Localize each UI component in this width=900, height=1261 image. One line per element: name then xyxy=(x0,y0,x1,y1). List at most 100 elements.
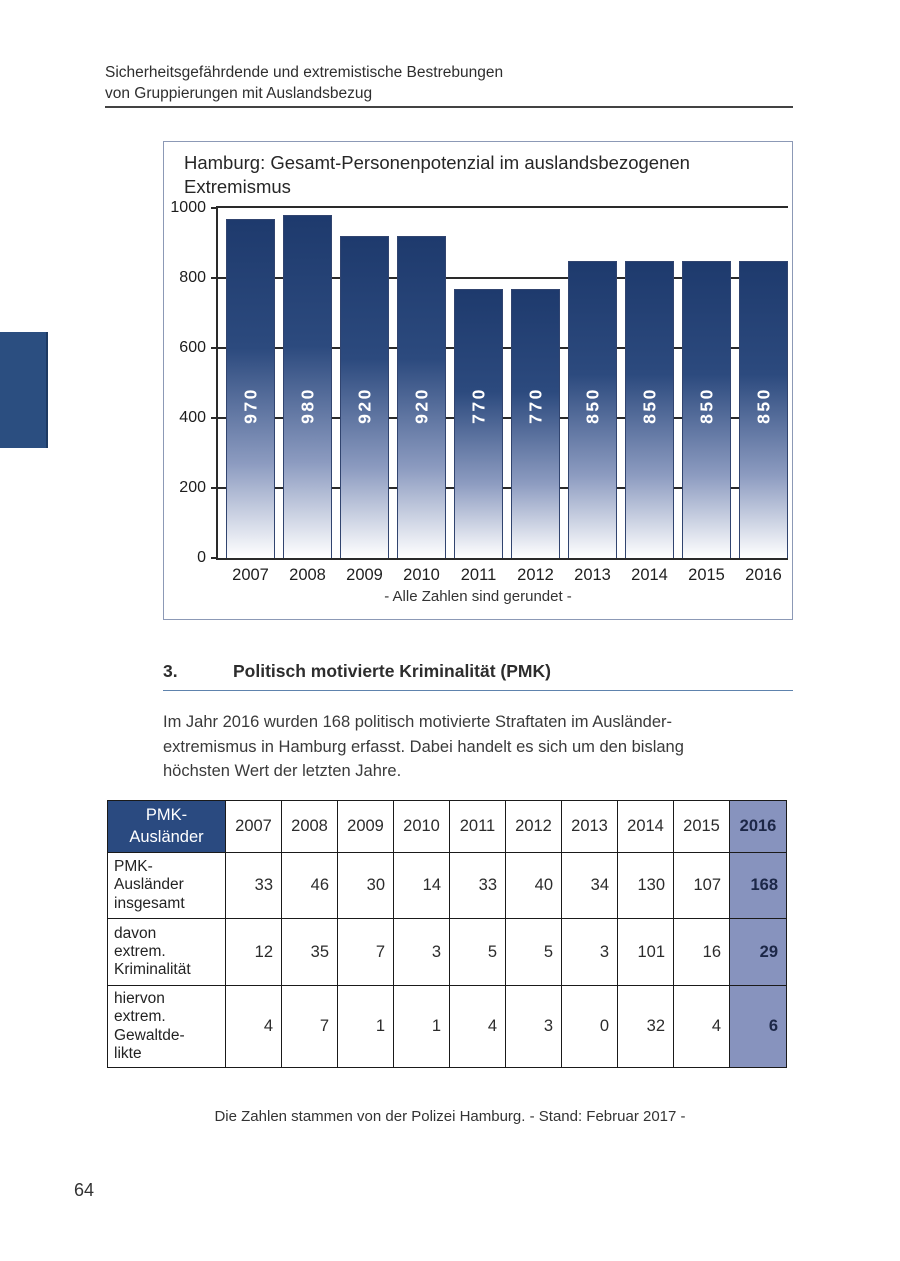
y-axis-label: 200 xyxy=(179,479,206,496)
bar xyxy=(226,218,275,558)
value-cell: 29 xyxy=(729,918,787,986)
value-cell: 40 xyxy=(505,852,562,919)
value-cell: 101 xyxy=(617,918,674,986)
x-axis-label: 2007 xyxy=(232,566,269,584)
x-axis-label: 2013 xyxy=(574,566,611,584)
chart-note: - Alle Zahlen sind gerundet - xyxy=(384,588,572,605)
value-cell: 46 xyxy=(281,852,338,919)
page-number: 64 xyxy=(74,1180,95,1200)
row-label: hiervon extrem. Gewaltde- likte xyxy=(107,984,226,1069)
y-axis-tick xyxy=(211,417,218,419)
value-cell: 5 xyxy=(449,918,506,986)
chart-plot: 970 2007 980 2008 920 2009 920 2010 770 2011 770 20… xyxy=(170,199,788,584)
section-heading: 3. Politisch motivierte Kriminalität (PMK… xyxy=(163,661,793,682)
value-cell: 168 xyxy=(729,852,787,919)
value-cell: 4 xyxy=(225,984,282,1069)
value-cell: 4 xyxy=(673,984,730,1069)
section-title: Politisch motivierte Kriminalität (PMK) xyxy=(233,661,551,681)
gridline xyxy=(218,277,788,279)
bar xyxy=(397,236,446,558)
row-label: PMK- Ausländer insgesamt xyxy=(107,852,226,919)
chart-title: Hamburg: Gesamt-Personenpotenzial im aus… xyxy=(184,152,690,197)
bar-slot: 980 2008 xyxy=(283,208,332,584)
y-axis-tick xyxy=(211,487,218,489)
year-column-header: 2016 xyxy=(729,800,787,853)
year-column-header: 2007 xyxy=(225,800,282,853)
value-cell: 33 xyxy=(225,852,282,919)
bar-slot: 920 2009 xyxy=(340,208,389,584)
value-cell: 32 xyxy=(617,984,674,1069)
x-axis-label: 2016 xyxy=(745,566,782,584)
value-cell: 3 xyxy=(561,918,618,986)
value-cell: 7 xyxy=(337,918,394,986)
report-header: Sicherheitsgefährdende und extremistisch… xyxy=(105,62,503,104)
chart-bars: 970 2007 980 2008 920 2009 920 2010 770 2011 770 20… xyxy=(218,208,788,584)
bar-value-label: 980 xyxy=(297,387,317,424)
value-cell: 7 xyxy=(281,984,338,1069)
y-axis-tick xyxy=(211,557,218,559)
x-axis-label: 2014 xyxy=(631,566,668,584)
gridline xyxy=(218,347,788,349)
bar-slot: 770 2011 xyxy=(454,208,503,584)
y-axis-label: 0 xyxy=(197,549,206,566)
table-corner-header: PMK- Ausländer xyxy=(107,800,226,853)
value-cell: 3 xyxy=(393,918,450,986)
bar xyxy=(568,260,617,558)
report-header-line1: Sicherheitsgefährdende und extremistisch… xyxy=(105,64,504,81)
x-axis-label: 2010 xyxy=(403,566,440,584)
year-column-header: 2010 xyxy=(393,800,450,853)
value-cell: 33 xyxy=(449,852,506,919)
section-rule xyxy=(163,690,793,691)
bar-value-label: 850 xyxy=(696,387,716,424)
year-column-header: 2011 xyxy=(449,800,506,853)
value-cell: 107 xyxy=(673,852,730,919)
value-cell: 34 xyxy=(561,852,618,919)
bar-slot: 970 2007 xyxy=(226,208,275,584)
y-axis-label: 1000 xyxy=(170,199,206,216)
bar-value-label: 770 xyxy=(525,387,545,424)
value-cell: 0 xyxy=(561,984,618,1069)
value-cell: 1 xyxy=(393,984,450,1069)
header-rule xyxy=(105,106,793,108)
table-body: PMK- Ausländer insgesamt 33 46 30 14 33 40 34 13… xyxy=(107,852,787,1069)
year-column-header: 2008 xyxy=(281,800,338,853)
bar-value-label: 920 xyxy=(354,387,374,424)
y-axis-label: 600 xyxy=(179,339,206,356)
bar-slot: 850 2016 xyxy=(739,208,788,584)
value-cell: 6 xyxy=(729,984,787,1069)
value-cell: 30 xyxy=(337,852,394,919)
source-note: Die Zahlen stammen von der Polizei Hambu… xyxy=(214,1108,686,1125)
section-number: 3. xyxy=(163,661,178,681)
bar-value-label: 970 xyxy=(240,387,260,424)
report-header-line2: von Gruppierungen mit Auslandsbezug xyxy=(105,85,373,102)
value-cell: 5 xyxy=(505,918,562,986)
bar xyxy=(625,260,674,558)
bar xyxy=(454,288,503,558)
year-column-header: 2012 xyxy=(505,800,562,853)
bar-slot: 850 2015 xyxy=(682,208,731,584)
x-axis-label: 2012 xyxy=(517,566,554,584)
value-cell: 130 xyxy=(617,852,674,919)
bar xyxy=(511,288,560,558)
value-cell: 4 xyxy=(449,984,506,1069)
value-cell: 35 xyxy=(281,918,338,986)
x-axis-label: 2011 xyxy=(460,566,497,584)
x-axis-label: 2009 xyxy=(346,566,383,584)
table-row: hiervon extrem. Gewaltde- likte 4 7 1 1 4 3 0 32… xyxy=(107,984,787,1069)
bar-value-label: 770 xyxy=(468,387,488,424)
chart: Hamburg: Gesamt-Personenpotenzial im aus… xyxy=(163,141,793,620)
table-header-row: PMK- Ausländer 2007 2008 2009 2010 2011 2012 20… xyxy=(107,800,787,853)
y-axis-tick xyxy=(211,207,218,209)
bar-slot: 850 2013 xyxy=(568,208,617,584)
gridline xyxy=(218,487,788,489)
y-axis-tick xyxy=(211,277,218,279)
value-cell: 3 xyxy=(505,984,562,1069)
x-axis-label: 2015 xyxy=(688,566,725,584)
value-cell: 12 xyxy=(225,918,282,986)
bar-value-label: 850 xyxy=(582,387,602,424)
bar xyxy=(739,260,788,558)
value-cell: 14 xyxy=(393,852,450,919)
year-column-header: 2015 xyxy=(673,800,730,853)
y-axis-tick xyxy=(211,347,218,349)
bar-value-label: 920 xyxy=(411,387,431,424)
